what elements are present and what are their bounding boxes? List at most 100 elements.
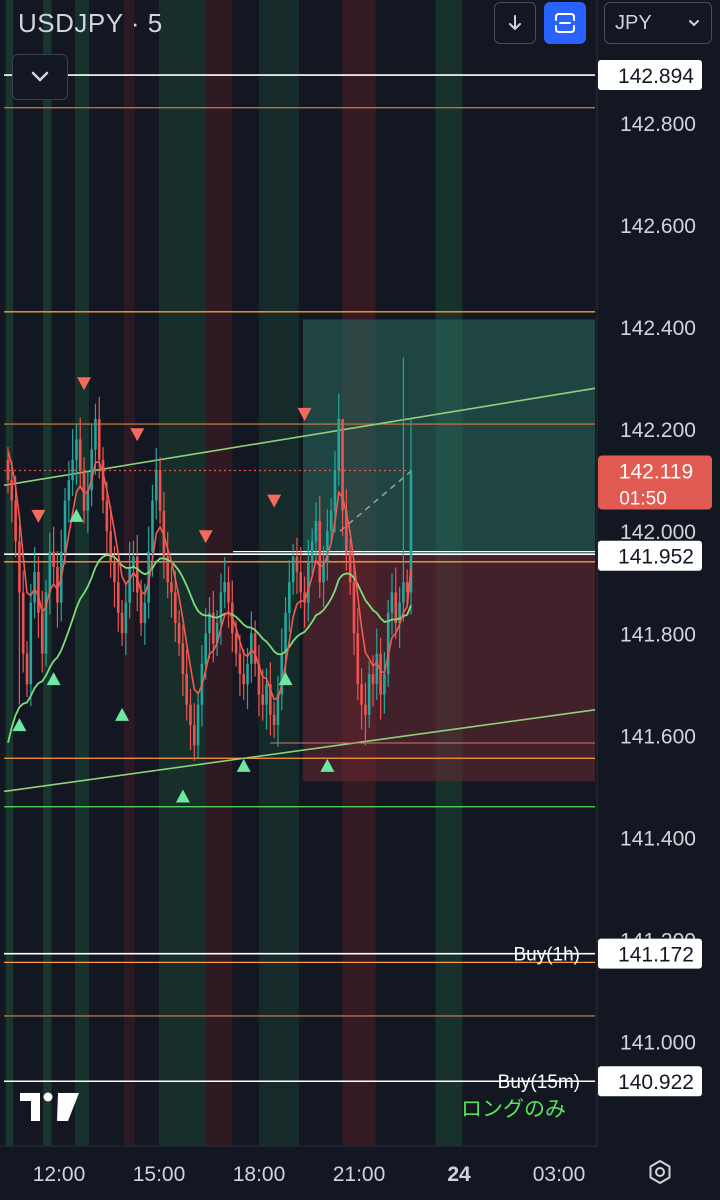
candle-body <box>390 592 394 613</box>
target-zone <box>303 319 595 556</box>
candle-body <box>109 531 112 562</box>
price-tick-label: 141.800 <box>620 623 696 646</box>
logo-mark <box>43 1092 53 1102</box>
candle-body <box>181 643 185 675</box>
session-band <box>43 0 52 1146</box>
price-tag <box>598 1066 702 1097</box>
candle-body <box>116 582 120 613</box>
candle-body <box>348 551 352 583</box>
price-axis-background <box>597 0 720 1200</box>
logo-mark <box>57 1093 79 1121</box>
candle-body <box>166 556 169 583</box>
session-band <box>159 0 206 1146</box>
price-tick-label: 142.200 <box>620 419 696 442</box>
time-tick-label: 24 <box>447 1163 471 1186</box>
price-tag-label: 140.922 <box>618 1071 694 1094</box>
sell-signal-marker <box>198 530 213 544</box>
candle-body <box>170 582 173 593</box>
candle-body <box>242 674 246 685</box>
time-axis: 12:00 15:00 18:00 21:00 24 03:00 <box>0 1145 720 1200</box>
candle-body <box>189 704 192 726</box>
candle-body <box>37 572 40 613</box>
candle-body <box>265 684 268 705</box>
buy-signal-marker <box>175 789 190 803</box>
candle-body <box>284 612 287 654</box>
candle-body <box>44 592 48 654</box>
symbol-title[interactable]: USDJPY · 5 <box>18 8 163 38</box>
candle-body <box>261 694 265 705</box>
price-tag <box>598 938 702 969</box>
candle-body <box>318 520 322 583</box>
price-tag-label: 142.894 <box>618 65 694 88</box>
candle-body <box>314 520 318 542</box>
fullscreen-button[interactable] <box>544 2 586 44</box>
currency-select[interactable]: JPY <box>604 2 712 44</box>
time-tick-label: 21:00 <box>333 1163 386 1186</box>
candle-body <box>250 633 253 664</box>
candle-body <box>269 684 272 715</box>
candle-body <box>352 582 356 634</box>
candle-body <box>192 725 196 746</box>
candle-body <box>196 704 200 746</box>
candle-body <box>48 551 52 593</box>
price-tick-label: 142.400 <box>620 317 696 340</box>
candle-body <box>40 612 44 654</box>
candle-body <box>276 694 280 726</box>
candle-body <box>113 561 116 583</box>
candle-body <box>105 500 109 532</box>
candle-body <box>398 602 401 624</box>
candle-body <box>219 592 223 624</box>
order-caption: Buy(15m) <box>498 1072 580 1093</box>
candle-body <box>82 469 86 511</box>
candle-body <box>394 592 398 624</box>
candle-body <box>177 623 181 644</box>
order-caption: Buy(1h) <box>513 945 580 966</box>
candle-body <box>147 551 150 603</box>
candle-body <box>246 663 249 685</box>
candle-body <box>360 684 363 705</box>
candle-body <box>253 633 257 664</box>
candle-body <box>18 541 21 593</box>
candle-body <box>25 653 29 685</box>
time-tick-label: 12:00 <box>33 1163 86 1186</box>
arrow-down-icon <box>509 15 521 30</box>
sell-signal-marker <box>31 509 46 523</box>
sell-signal-marker <box>130 428 145 442</box>
candle-body <box>371 674 375 685</box>
bar-countdown: 01:50 <box>619 488 667 509</box>
buy-signal-marker <box>320 758 335 772</box>
collapse-legend-button[interactable] <box>12 54 68 100</box>
candle-body <box>326 531 329 562</box>
candle-body <box>333 469 337 511</box>
candle-body <box>329 510 333 532</box>
candle-body <box>52 551 55 567</box>
candle-body <box>6 459 10 481</box>
candle-body <box>402 582 405 603</box>
buy-signal-marker <box>278 672 293 686</box>
candle-body <box>291 556 295 583</box>
strategy-note: ロングのみ <box>461 1097 566 1121</box>
sell-signal-marker <box>267 494 282 508</box>
candle-body <box>128 566 131 603</box>
candle-body <box>78 439 82 470</box>
settings-button[interactable] <box>640 1152 680 1192</box>
download-button[interactable] <box>494 2 536 44</box>
candle-body <box>367 674 371 715</box>
candle-body <box>173 592 177 624</box>
sell-signal-marker <box>297 407 312 421</box>
candle-body <box>185 674 188 705</box>
candle-body <box>143 602 147 624</box>
candle-body <box>151 500 154 552</box>
current-price-label: 142.119 <box>619 460 693 483</box>
price-tag-label: 141.952 <box>618 546 694 569</box>
time-tick-label: 03:00 <box>533 1163 586 1186</box>
candle-body <box>67 480 71 501</box>
candle-body <box>154 469 158 501</box>
current-price-tag <box>598 455 712 510</box>
price-tick-label: 142.000 <box>620 521 696 544</box>
candle-body <box>101 459 105 501</box>
candle-body <box>299 572 303 593</box>
time-axis-background <box>0 1146 720 1200</box>
time-tick-label: 18:00 <box>233 1163 286 1186</box>
